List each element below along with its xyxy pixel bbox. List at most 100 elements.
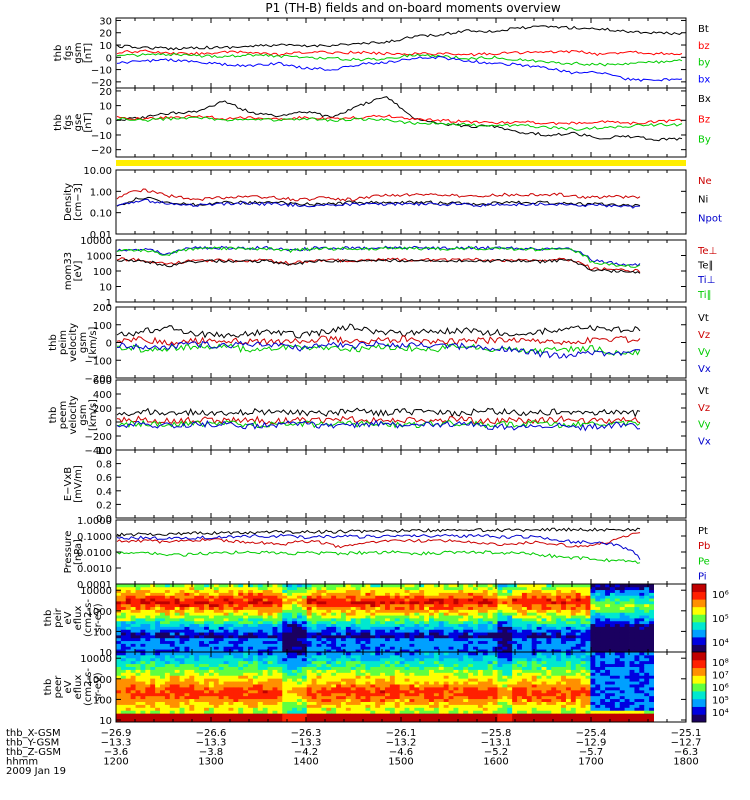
y-axis-label: sr-eV) [93, 603, 104, 632]
legend-label: Vz [698, 403, 710, 414]
y-axis-label: Pressure [63, 531, 74, 574]
y-tick-label: −200 [85, 374, 112, 385]
footer-row-label: thb_Y-GSM [6, 738, 59, 749]
legend-label: bz [698, 41, 710, 52]
y-axis-label: eV [63, 611, 74, 624]
series-line [116, 246, 641, 268]
footer-value: −25.1 [671, 728, 702, 739]
y-tick-label: 600 [93, 376, 112, 387]
y-tick-label: 1.0000 [77, 516, 112, 527]
footer-value: 1400 [293, 757, 318, 768]
panel-frame [115, 87, 687, 158]
footer-value: −13.2 [386, 738, 417, 749]
legend-label: Ti∥ [697, 290, 712, 301]
y-axis-label: Density [63, 183, 74, 221]
panel-6 [115, 379, 687, 451]
series-line [116, 49, 683, 57]
y-tick-label: −400 [85, 446, 112, 457]
series-line [116, 342, 641, 357]
series-line [116, 53, 683, 67]
colorbar-tick: 10⁷ [712, 671, 729, 682]
colorbar-tick: 10⁵ [712, 614, 729, 625]
panel-1 [115, 17, 687, 89]
legend-label: Vy [698, 420, 711, 431]
footer-value: 1200 [103, 757, 128, 768]
panel-4 [115, 239, 687, 303]
y-tick-label: 10 [99, 41, 112, 52]
y-tick-label: 0.0001 [77, 580, 112, 591]
y-tick-label: 100 [93, 627, 112, 638]
y-tick-label: 1000 [87, 607, 112, 618]
y-tick-label: −100 [85, 356, 112, 367]
y-tick-label: 0.2 [96, 500, 112, 511]
y-tick-label: 1000 [87, 252, 112, 263]
y-axis-label: gsm [73, 42, 84, 63]
legend-label: Bz [698, 114, 710, 125]
y-axis-label: peem [58, 401, 69, 429]
y-tick-label: 10000 [80, 654, 112, 665]
y-axis-label: [km/s] [88, 399, 99, 431]
series-line [116, 340, 641, 359]
legend-label: Te∥ [697, 261, 714, 272]
legend-label: Pe [698, 556, 710, 567]
y-axis-label: [nT] [83, 43, 94, 63]
y-tick-label: 1.0 [96, 446, 112, 457]
y-tick-label: 10 [99, 648, 112, 659]
y-axis-label: [mV/m] [73, 465, 84, 503]
legend-label: Npot [698, 213, 722, 224]
series-line [116, 335, 641, 346]
y-tick-label: 0.01 [90, 230, 112, 241]
footer-value: −26.1 [386, 728, 417, 739]
y-tick-label: −20 [91, 146, 112, 157]
series-line [116, 550, 641, 564]
y-tick-label: 200 [93, 404, 112, 415]
y-tick-label: 0.0100 [77, 548, 112, 559]
series-line [116, 25, 683, 51]
series-line [116, 116, 683, 131]
y-axis-label: [km/s] [88, 326, 99, 358]
y-tick-label: 0 [106, 339, 112, 350]
y-tick-label: 10.00 [83, 166, 112, 177]
y-axis-label: gsm [78, 332, 89, 353]
y-tick-label: −200 [85, 432, 112, 443]
footer-value: −25.8 [481, 728, 512, 739]
series-line [116, 419, 641, 432]
y-tick-label: 0 [106, 53, 112, 64]
footer-value: −13.3 [291, 738, 322, 749]
y-tick-label: 20 [99, 29, 112, 40]
y-axis-label: eV [63, 680, 74, 693]
legend-label: Pt [698, 526, 708, 537]
y-axis-label: thb [43, 679, 54, 696]
spectrogram-cells [116, 584, 655, 653]
series-line [116, 257, 641, 273]
y-tick-label: 0.1000 [77, 532, 112, 543]
y-axis-label: (cm2-s- [83, 599, 94, 637]
y-tick-label: −20 [91, 78, 112, 89]
footer-row-label: thb_Z-GSM [6, 747, 61, 758]
y-tick-label: 0.0010 [77, 564, 112, 575]
panel-2 [115, 87, 687, 158]
footer-value: −26.3 [291, 728, 322, 739]
legend-label: Pb [698, 541, 710, 552]
footer-value: −12.9 [576, 738, 607, 749]
footer-row-label: 2009 Jan 19 [6, 766, 66, 777]
footer-value: −26.9 [101, 728, 132, 739]
y-axis-label: gse [73, 114, 84, 132]
y-tick-label: 0.6 [96, 473, 112, 484]
footer-value: −5.7 [579, 747, 603, 758]
y-tick-label: 100 [93, 695, 112, 706]
y-axis-label: thb [48, 334, 59, 351]
series-line [116, 198, 641, 209]
y-tick-label: 30 [99, 16, 112, 27]
panel-frame [115, 379, 687, 451]
series-line [116, 532, 641, 549]
footer-value: −5.2 [484, 747, 508, 758]
y-axis-label: fgs [63, 115, 74, 130]
footer-value: 1600 [483, 757, 508, 768]
y-axis-label: eflux [73, 606, 84, 631]
footer-value: −26.6 [196, 728, 227, 739]
y-tick-label: 1000 [87, 675, 112, 686]
y-axis-label: peer [53, 675, 64, 699]
y-axis-label: (cm2-s- [83, 668, 94, 706]
legend-label: Bt [698, 24, 709, 35]
